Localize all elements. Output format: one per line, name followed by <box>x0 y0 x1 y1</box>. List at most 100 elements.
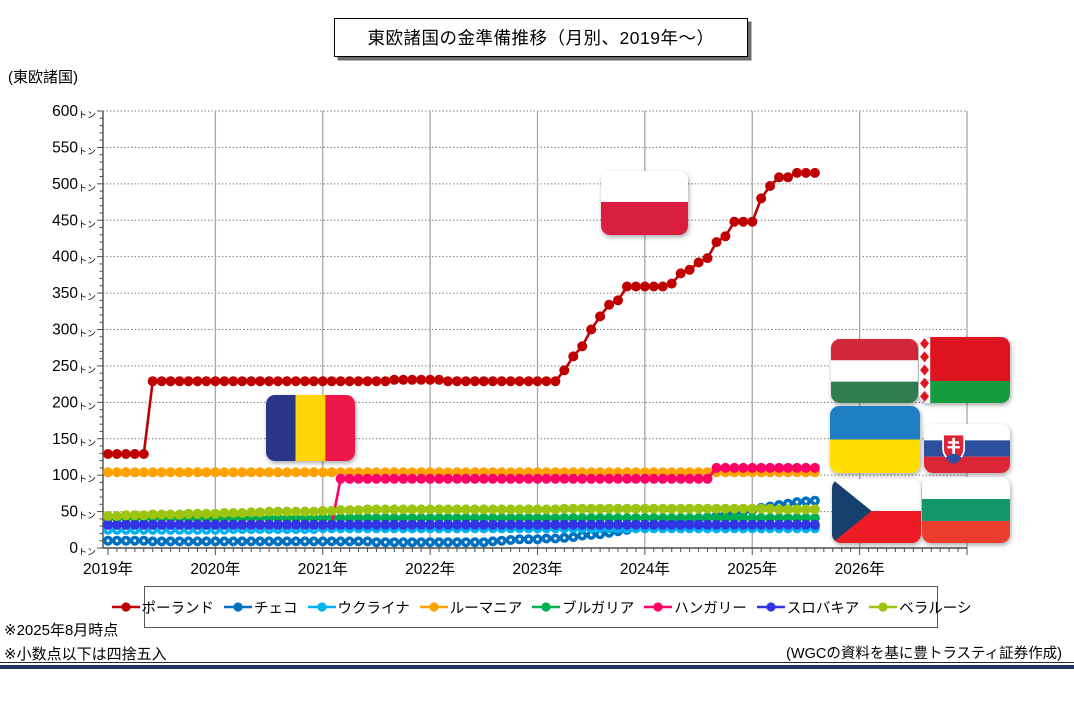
y-tick-label: 50トン <box>61 504 96 521</box>
series-slovakia-marker <box>469 519 480 530</box>
series-romania-marker <box>290 467 301 478</box>
legend-label-ukraine: ウクライナ <box>337 600 410 617</box>
series-belarus-marker <box>264 506 275 517</box>
series-belarus-marker <box>103 511 113 521</box>
legend-label-bulgaria: ブルガリア <box>562 600 635 617</box>
y-tick-label: 0トン <box>69 540 96 557</box>
note-rounding: ※小数点以下は四捨五入 <box>4 646 167 663</box>
series-hungary-marker <box>407 473 418 484</box>
series-slovakia-marker <box>434 519 445 530</box>
series-poland-marker <box>675 268 686 279</box>
series-belarus-marker <box>595 503 606 514</box>
series-poland-marker <box>290 376 301 387</box>
bulgaria-flag-icon-reflection <box>925 544 1007 572</box>
series-romania-marker <box>273 467 283 478</box>
legend-marker-hungary-icon <box>644 602 673 612</box>
series-belarus-marker <box>407 504 418 515</box>
x-tick-label: 2024年 <box>620 560 670 578</box>
series-hungary-marker <box>443 473 453 484</box>
series-poland-marker <box>371 376 382 387</box>
series-poland-marker <box>201 376 212 387</box>
series-poland-marker <box>120 449 131 459</box>
series-slovakia-marker <box>237 519 248 530</box>
series-slovakia-marker <box>326 519 337 530</box>
series-hungary-marker <box>487 473 498 484</box>
series-belarus-marker <box>299 506 310 517</box>
series-belarus-marker <box>335 505 346 516</box>
series-poland-marker <box>684 264 695 275</box>
series-poland-marker <box>738 216 749 227</box>
legend-item-belarus: ベラルーシ <box>868 597 972 618</box>
series-hungary-marker <box>568 473 579 484</box>
series-slovakia-marker <box>273 519 283 530</box>
series-slovakia-marker <box>111 519 122 530</box>
series-slovakia-marker <box>630 519 641 530</box>
series-czech-marker-center <box>330 540 334 543</box>
bulgaria-flag-icon <box>922 477 1010 543</box>
series-poland-marker <box>344 376 355 387</box>
series-poland-marker <box>487 376 498 387</box>
series-czech-marker-center <box>455 540 459 544</box>
series-czech-marker-center <box>410 540 414 544</box>
series-belarus-marker <box>147 509 158 520</box>
legend-item-romania: ルーマニア <box>419 597 522 618</box>
series-poland-marker <box>273 376 283 387</box>
series-czech-marker-center <box>536 537 539 541</box>
series-belarus-marker <box>353 505 364 516</box>
series-poland-marker <box>702 253 713 264</box>
series-slovakia-marker <box>604 519 615 530</box>
series-romania-marker <box>326 467 337 478</box>
series-slovakia-marker <box>147 519 158 530</box>
series-czech-marker-center <box>419 540 423 544</box>
series-czech-marker-center <box>598 532 602 536</box>
series-belarus-marker <box>720 503 731 514</box>
series-czech-marker-center <box>124 539 128 543</box>
series-belarus-marker <box>111 511 122 521</box>
series-romania-marker <box>156 467 167 478</box>
series-slovakia-marker <box>648 519 659 530</box>
series-slovakia <box>103 519 820 530</box>
x-tick-label: 2025年 <box>727 560 777 578</box>
y-tick-label: 550トン <box>52 139 96 156</box>
series-slovakia-marker <box>255 519 266 530</box>
series-hungary-marker <box>783 462 793 473</box>
series-hungary-marker <box>595 473 606 484</box>
series-belarus-marker <box>425 504 436 515</box>
series-belarus-marker <box>210 508 221 519</box>
series-czech-marker-center <box>562 536 566 540</box>
series-poland-marker <box>505 376 516 387</box>
series-romania-marker <box>120 467 131 478</box>
y-tick-labels: 0トン 50トン 100トン 150トン 200トン 250トン 300トン 350トン 400… <box>52 103 96 557</box>
series-hungary-marker <box>657 473 668 484</box>
series-slovakia-marker <box>407 519 418 530</box>
series-slovakia-marker <box>559 519 570 530</box>
series-poland-marker <box>639 281 650 292</box>
series-romania-marker <box>183 467 194 478</box>
series-romania-marker <box>111 467 122 478</box>
series-poland-marker <box>398 374 409 385</box>
series-hungary-marker <box>800 462 811 473</box>
series-slovakia-marker <box>460 519 471 530</box>
y-tick-label: 100トン <box>52 467 96 484</box>
series-poland-marker <box>613 295 623 306</box>
series-slovakia-marker <box>201 519 212 530</box>
legend-item-hungary: ハンガリー <box>643 597 747 618</box>
series-poland-marker <box>657 281 668 292</box>
series-czech-marker-center <box>133 539 137 543</box>
series-belarus-marker <box>613 503 623 514</box>
y-tick-label: 500トン <box>52 176 96 193</box>
series-belarus-marker <box>237 508 248 518</box>
series-czech-marker-center <box>446 540 450 544</box>
series-belarus-marker <box>362 504 373 515</box>
series-czech-marker-center <box>473 540 477 544</box>
series-czech-marker-center <box>589 533 593 537</box>
series-poland-marker <box>138 449 149 459</box>
series-belarus-marker <box>344 505 355 516</box>
series-belarus-marker <box>693 503 704 514</box>
series-belarus-marker <box>532 504 543 515</box>
legend-marker-ukraine-icon <box>307 602 336 612</box>
series-czech-marker-center <box>366 540 369 543</box>
series-czech-marker-center <box>303 540 307 543</box>
series-belarus-marker <box>380 504 391 515</box>
series-poland-marker <box>282 376 292 387</box>
